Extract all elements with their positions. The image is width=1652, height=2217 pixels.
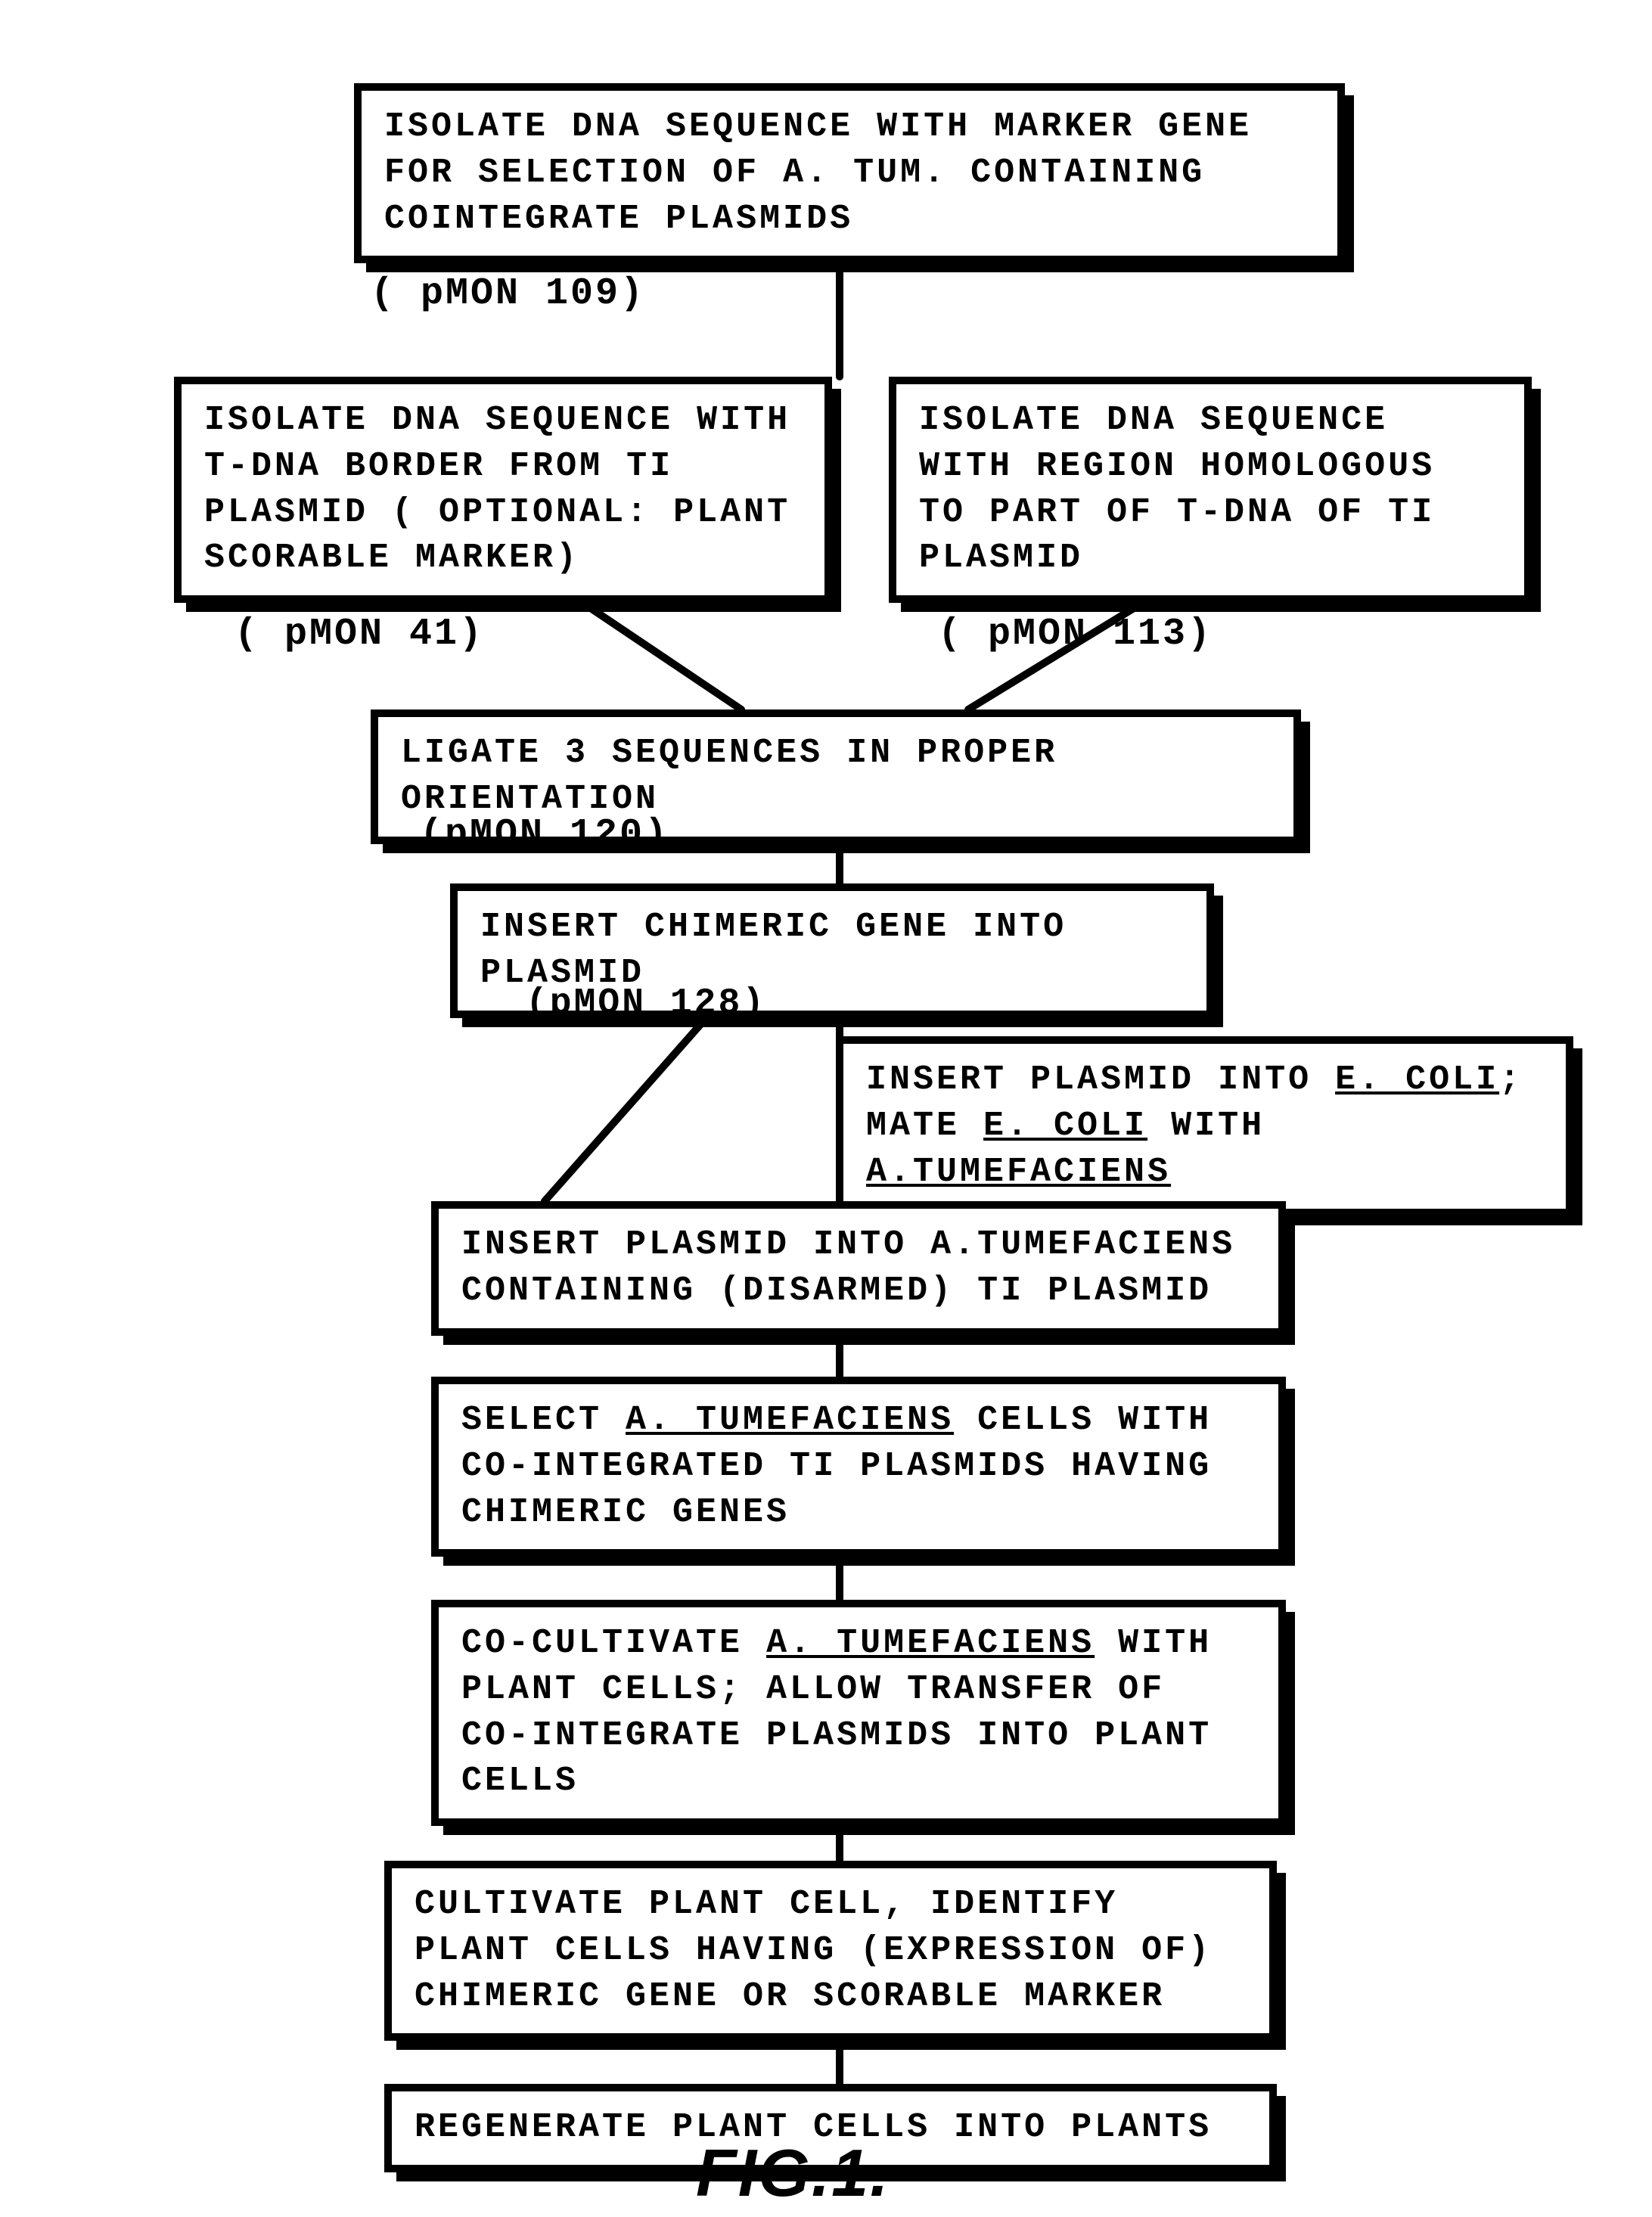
- figure-title: FIG.1.: [696, 2135, 890, 2212]
- flowchart-box-n6: INSERT PLASMID INTO E. COLI; MATE E. COL…: [836, 1036, 1573, 1216]
- plasmid-label-l2: ( pMON 41): [234, 613, 484, 656]
- plasmid-label-l5: (pMON 128): [526, 983, 766, 1024]
- box-text: ISOLATE DNA SEQUENCE WITH MARKER GENE FO…: [384, 104, 1315, 242]
- plasmid-label-l1: ( pMON 109): [371, 272, 645, 315]
- flowchart-box-n2: ISOLATE DNA SEQUENCE WITH T-DNA BORDER F…: [174, 377, 832, 603]
- box-text: SELECT A. TUMEFACIENS CELLS WITH CO-INTE…: [461, 1398, 1256, 1535]
- flowchart-container: ISOLATE DNA SEQUENCE WITH MARKER GENE FO…: [0, 0, 1652, 2217]
- box-text: INSERT PLASMID INTO A.TUMEFACIENS CONTAI…: [461, 1222, 1256, 1315]
- box-text: CO-CULTIVATE A. TUMEFACIENS WITH PLANT C…: [461, 1621, 1256, 1805]
- box-text: LIGATE 3 SEQUENCES IN PROPER ORIENTATION: [401, 731, 1271, 823]
- flowchart-box-n9: CO-CULTIVATE A. TUMEFACIENS WITH PLANT C…: [431, 1600, 1286, 1826]
- flowchart-box-n8: SELECT A. TUMEFACIENS CELLS WITH CO-INTE…: [431, 1377, 1286, 1557]
- plasmid-label-l4: (pMON 120): [420, 813, 669, 856]
- flowchart-box-n3: ISOLATE DNA SEQUENCE WITH REGION HOMOLOG…: [889, 377, 1532, 603]
- flowchart-box-n1: ISOLATE DNA SEQUENCE WITH MARKER GENE FO…: [354, 83, 1345, 263]
- box-text: ISOLATE DNA SEQUENCE WITH T-DNA BORDER F…: [204, 398, 802, 582]
- box-text: ISOLATE DNA SEQUENCE WITH REGION HOMOLOG…: [919, 398, 1501, 582]
- box-text: INSERT PLASMID INTO E. COLI; MATE E. COL…: [866, 1057, 1543, 1195]
- flowchart-box-n7: INSERT PLASMID INTO A.TUMEFACIENS CONTAI…: [431, 1201, 1286, 1336]
- plasmid-label-l3: ( pMON 113): [938, 613, 1213, 656]
- flowchart-box-n10: CULTIVATE PLANT CELL, IDENTIFY PLANT CEL…: [384, 1861, 1277, 2041]
- box-text: CULTIVATE PLANT CELL, IDENTIFY PLANT CEL…: [415, 1882, 1247, 2020]
